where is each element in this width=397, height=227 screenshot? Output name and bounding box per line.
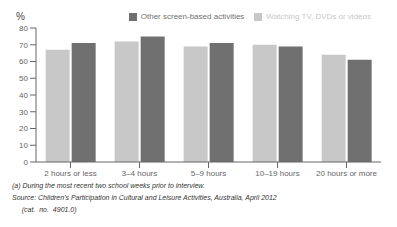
- svg-text:0: 0: [24, 158, 29, 167]
- svg-text:30: 30: [19, 108, 28, 117]
- html-text:(cat. no. 4901.0): (cat. no. 4901.0): [12, 206, 77, 213]
- svg-text:70: 70: [19, 41, 28, 50]
- svg-text:20 hours or more: 20 hours or more: [316, 169, 377, 178]
- svg-text:50: 50: [19, 74, 28, 83]
- svg-text:10: 10: [19, 141, 28, 150]
- svg-text:40: 40: [19, 91, 28, 100]
- html-text:(a) During the most recent two: (a) During the most recent two school we…: [12, 182, 205, 189]
- svg-text:10–19 hours: 10–19 hours: [255, 169, 299, 178]
- html-text:Source: Children's Participati: Source: Children's Participation in Cult…: [12, 194, 277, 201]
- svg-text:5–9 hours: 5–9 hours: [191, 169, 227, 178]
- svg-text:2 hours or less: 2 hours or less: [44, 169, 96, 178]
- html-text:Other screen-based activities: Other screen-based activities: [140, 12, 245, 21]
- svg-text:80: 80: [19, 24, 28, 33]
- svg-text:3–4 hours: 3–4 hours: [122, 169, 158, 178]
- html-text:Watching TV, DVDs or videos: Watching TV, DVDs or videos: [266, 12, 371, 21]
- svg-text:20: 20: [19, 124, 28, 133]
- svg-text:60: 60: [19, 57, 28, 66]
